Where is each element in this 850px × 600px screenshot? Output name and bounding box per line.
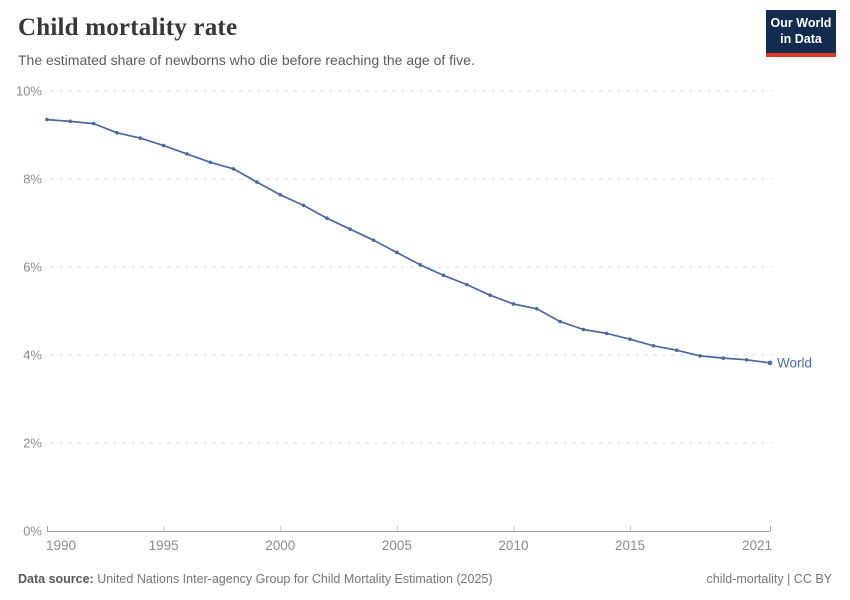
data-point-marker[interactable] bbox=[348, 227, 352, 231]
y-axis-tick-label: 4% bbox=[23, 348, 42, 363]
data-point-marker[interactable] bbox=[371, 238, 376, 242]
data-point-marker[interactable] bbox=[45, 117, 49, 122]
data-point-marker[interactable] bbox=[91, 121, 96, 126]
data-point-marker[interactable] bbox=[278, 193, 283, 197]
page-title: Child mortality rate bbox=[18, 14, 238, 41]
y-axis-tick-label: 6% bbox=[23, 260, 42, 275]
data-point-marker[interactable] bbox=[325, 216, 329, 220]
y-axis-tick-label: 10% bbox=[16, 84, 42, 99]
data-point-marker[interactable] bbox=[581, 327, 586, 332]
data-point-marker[interactable] bbox=[698, 354, 702, 358]
data-point-marker[interactable] bbox=[558, 319, 562, 324]
data-point-marker[interactable] bbox=[604, 331, 609, 336]
data-source-label: Data source: bbox=[18, 572, 94, 586]
data-point-marker[interactable] bbox=[255, 180, 259, 184]
data-point-marker[interactable] bbox=[208, 160, 213, 165]
owid-logo-line2: in Data bbox=[780, 32, 822, 47]
chart-header: Child mortality rate The estimated share… bbox=[0, 0, 850, 80]
data-point-marker[interactable] bbox=[68, 119, 73, 124]
data-point-marker[interactable] bbox=[161, 143, 166, 148]
data-point-marker[interactable] bbox=[534, 307, 539, 311]
license-note: child-mortality | CC BY bbox=[706, 572, 833, 586]
series-line[interactable] bbox=[46, 118, 771, 364]
data-point-marker[interactable] bbox=[744, 358, 749, 362]
data-point-marker[interactable] bbox=[185, 152, 189, 156]
data-point-marker[interactable] bbox=[231, 167, 236, 171]
data-source-text: United Nations Inter-agency Group for Ch… bbox=[93, 572, 493, 586]
data-point-marker[interactable] bbox=[674, 348, 679, 352]
owid-logo[interactable]: Our World in Data bbox=[766, 10, 836, 57]
x-axis-tick-label: 2000 bbox=[265, 538, 295, 553]
y-axis-tick-label: 0% bbox=[23, 524, 42, 539]
chart-footer: Data source: United Nations Inter-agency… bbox=[18, 572, 832, 586]
data-point-marker[interactable] bbox=[301, 203, 306, 208]
data-point-marker[interactable] bbox=[138, 136, 143, 140]
data-point-marker[interactable] bbox=[628, 337, 632, 341]
chart-subtitle: The estimated share of newborns who die … bbox=[18, 52, 475, 68]
data-source-note: Data source: United Nations Inter-agency… bbox=[18, 572, 493, 586]
data-point-marker[interactable] bbox=[488, 293, 492, 297]
x-axis-tick-label: 2010 bbox=[498, 538, 528, 553]
owid-logo-line1: Our World bbox=[770, 16, 832, 30]
x-axis-tick-label: 1995 bbox=[149, 538, 179, 553]
data-point-marker[interactable] bbox=[465, 282, 469, 287]
data-point-marker[interactable] bbox=[651, 343, 656, 348]
x-axis-tick-label: 1990 bbox=[46, 538, 76, 553]
data-point-marker[interactable] bbox=[418, 263, 422, 267]
data-point-marker[interactable] bbox=[115, 131, 119, 135]
y-axis-tick-label: 8% bbox=[23, 172, 42, 187]
data-point-marker[interactable] bbox=[395, 250, 399, 255]
y-axis-tick-label: 2% bbox=[23, 436, 42, 451]
data-point-marker[interactable] bbox=[721, 356, 726, 360]
data-point-marker[interactable] bbox=[511, 302, 516, 306]
x-axis-tick-label: 2021 bbox=[742, 538, 772, 553]
series-end-label[interactable]: World bbox=[777, 355, 812, 370]
data-point-marker[interactable] bbox=[767, 360, 773, 366]
data-point-marker[interactable] bbox=[441, 273, 446, 278]
x-axis-tick-label: 2005 bbox=[382, 538, 412, 553]
x-axis-tick-label: 2015 bbox=[615, 538, 645, 553]
